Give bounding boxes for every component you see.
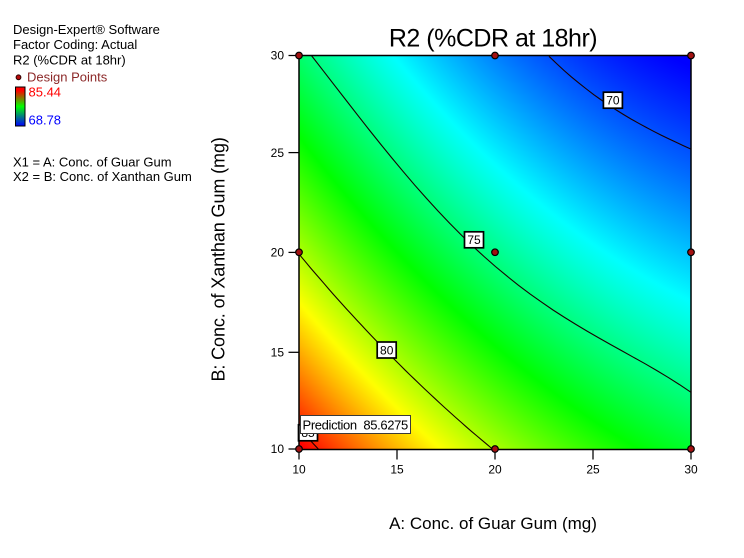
svg-text:68.78: 68.78 [29, 113, 62, 128]
svg-text:15: 15 [271, 346, 285, 360]
svg-text:20: 20 [488, 463, 502, 477]
svg-text:X2 = B: Conc. of Xanthan Gum: X2 = B: Conc. of Xanthan Gum [13, 169, 192, 184]
svg-text:Factor Coding: Actual: Factor Coding: Actual [13, 37, 137, 52]
svg-text:30: 30 [684, 463, 698, 477]
svg-text:Design Points: Design Points [27, 70, 108, 85]
svg-text:25: 25 [271, 146, 285, 160]
svg-text:10: 10 [271, 442, 285, 456]
svg-text:Design-Expert® Software: Design-Expert® Software [13, 22, 160, 37]
svg-text:Prediction 85.6275: Prediction 85.6275 [303, 418, 408, 433]
svg-text:85.44: 85.44 [29, 85, 62, 100]
svg-text:B: Conc. of Xanthan Gum (mg): B: Conc. of Xanthan Gum (mg) [209, 137, 229, 381]
svg-text:20: 20 [271, 246, 285, 260]
svg-text:R2 (%CDR at 18hr): R2 (%CDR at 18hr) [13, 53, 126, 68]
svg-text:30: 30 [271, 49, 285, 63]
svg-text:70: 70 [606, 94, 620, 108]
svg-text:75: 75 [467, 233, 481, 247]
svg-text:15: 15 [390, 463, 404, 477]
svg-text:R2 (%CDR at 18hr): R2 (%CDR at 18hr) [389, 25, 597, 53]
svg-text:10: 10 [292, 463, 306, 477]
svg-text:25: 25 [586, 463, 600, 477]
svg-text:80: 80 [380, 343, 394, 357]
svg-text:X1 = A: Conc. of Guar Gum: X1 = A: Conc. of Guar Gum [13, 155, 172, 170]
svg-text:A: Conc. of Guar Gum (mg): A: Conc. of Guar Gum (mg) [389, 514, 597, 533]
